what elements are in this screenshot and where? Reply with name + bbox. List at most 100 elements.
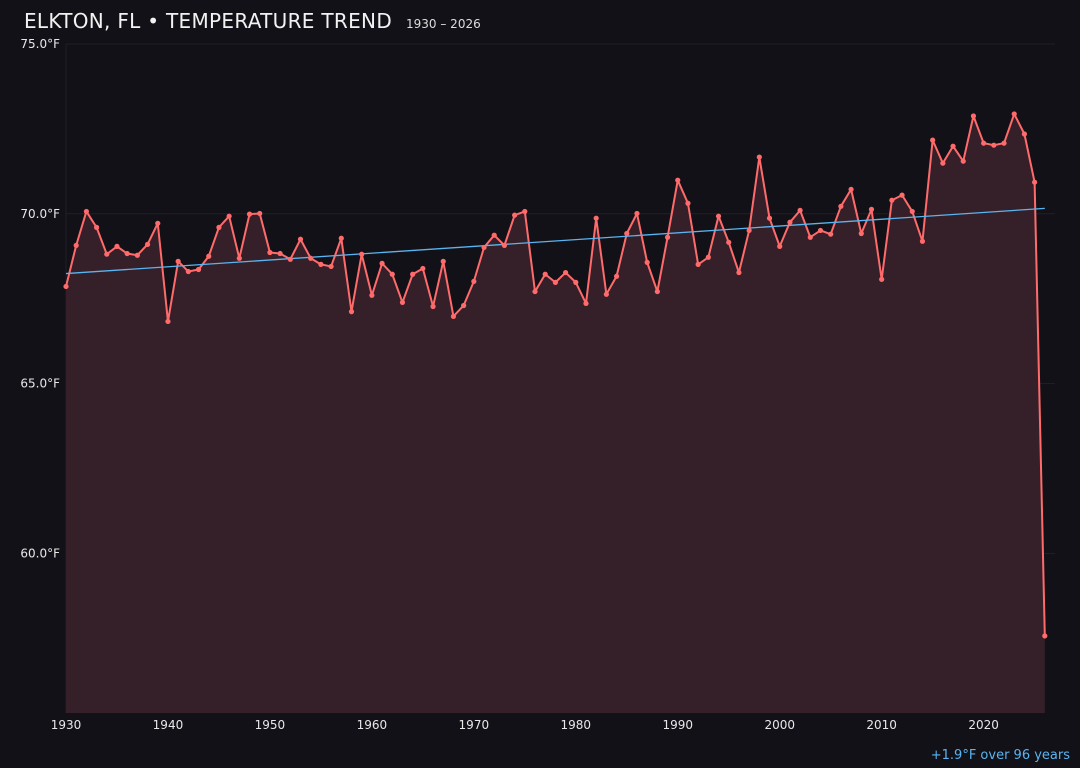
data-point — [165, 318, 171, 325]
data-point — [552, 279, 559, 285]
data-point — [930, 137, 936, 143]
data-point — [389, 271, 395, 277]
data-point — [950, 143, 956, 149]
x-tick-label: 1990 — [662, 718, 693, 732]
data-point — [664, 234, 671, 240]
data-point — [195, 266, 202, 273]
data-point — [1011, 111, 1017, 117]
data-point — [777, 243, 783, 249]
data-point — [369, 292, 375, 298]
data-point — [73, 242, 79, 248]
data-point — [603, 291, 609, 297]
x-tick-label: 1980 — [561, 718, 592, 732]
data-point — [318, 261, 324, 267]
x-tick-label: 2000 — [764, 718, 795, 732]
data-point — [787, 219, 793, 225]
data-point — [766, 215, 773, 221]
data-point — [522, 208, 528, 215]
data-point — [206, 253, 212, 259]
data-point — [461, 302, 467, 309]
data-point — [359, 251, 365, 257]
data-point — [685, 200, 691, 206]
data-point — [705, 254, 711, 260]
data-point — [675, 177, 681, 183]
data-point — [593, 215, 599, 221]
data-point — [909, 208, 915, 215]
data-point — [695, 261, 701, 267]
data-point — [848, 186, 854, 192]
data-point — [175, 258, 181, 264]
data-point — [287, 256, 293, 262]
data-point — [216, 224, 222, 230]
y-tick-label: 75.0°F — [20, 37, 60, 51]
data-point — [868, 206, 875, 212]
trend-annotation: +1.9°F over 96 years — [930, 748, 1070, 763]
data-point — [471, 278, 477, 284]
data-point — [430, 303, 436, 310]
data-point — [726, 239, 732, 245]
data-point — [644, 259, 650, 265]
data-point — [134, 252, 140, 258]
data-point — [267, 249, 273, 256]
data-point — [981, 140, 987, 146]
data-point — [838, 203, 844, 209]
data-point — [879, 276, 885, 282]
trend-line — [65, 207, 1045, 275]
data-point — [940, 160, 946, 166]
data-point — [573, 279, 579, 285]
data-point — [155, 220, 161, 226]
data-point — [236, 255, 242, 261]
data-point — [185, 268, 191, 275]
data-point — [542, 271, 548, 277]
data-point — [93, 224, 100, 230]
data-point — [297, 236, 304, 242]
data-point — [991, 142, 997, 148]
x-tick-label: 1950 — [255, 718, 286, 732]
x-tick-label: 2010 — [866, 718, 897, 732]
data-point — [246, 211, 253, 217]
data-point — [410, 271, 416, 277]
data-point — [919, 238, 926, 244]
data-point — [348, 309, 355, 315]
data-point — [308, 255, 314, 261]
data-point — [583, 300, 589, 307]
x-tick-label: 1930 — [51, 718, 82, 732]
data-point — [715, 213, 722, 219]
chart-header: ELKTON, FL • TEMPERATURE TREND 1930 – 20… — [24, 9, 481, 33]
data-point — [624, 230, 630, 237]
data-point — [1001, 140, 1007, 146]
chart-title: ELKTON, FL • TEMPERATURE TREND — [24, 9, 393, 33]
data-point — [420, 265, 426, 272]
data-point — [960, 158, 966, 164]
data-point — [440, 258, 446, 264]
data-point — [858, 230, 864, 237]
x-tick-label: 2020 — [968, 718, 999, 732]
data-point — [257, 210, 263, 217]
data-point — [562, 269, 569, 276]
data-point — [828, 231, 834, 237]
y-tick-label: 70.0°F — [20, 207, 60, 221]
data-point — [114, 243, 120, 249]
data-point — [83, 208, 89, 215]
data-point — [124, 250, 130, 257]
data-point — [807, 234, 813, 240]
data-point — [736, 269, 742, 276]
data-point — [613, 273, 620, 279]
data-point — [1021, 131, 1028, 137]
x-tick-label: 1960 — [357, 718, 388, 732]
data-point — [399, 299, 406, 306]
data-point — [756, 154, 762, 160]
data-point — [379, 260, 385, 266]
data-point — [970, 113, 977, 119]
data-point — [144, 241, 151, 247]
data-point — [450, 313, 457, 319]
data-point — [654, 288, 660, 295]
data-point — [797, 207, 803, 214]
data-point — [104, 251, 110, 257]
series-area-fill — [66, 113, 1045, 713]
data-point — [746, 227, 752, 234]
data-point — [63, 283, 69, 290]
data-point — [328, 263, 334, 270]
chart-subtitle: 1930 – 2026 — [406, 17, 481, 31]
